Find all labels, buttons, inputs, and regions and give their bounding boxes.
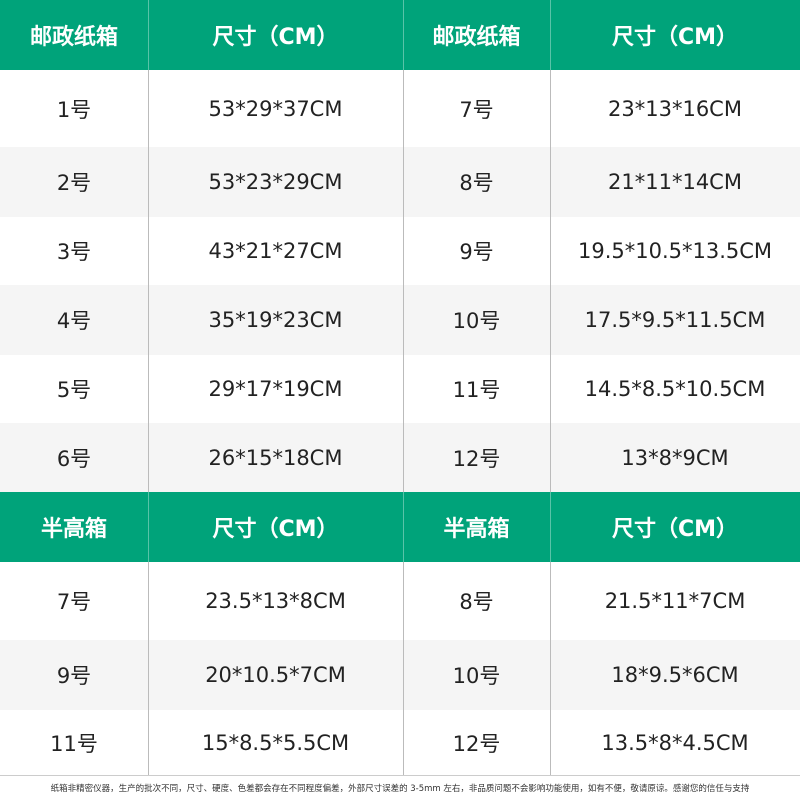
table-cell: 9号 bbox=[459, 240, 494, 264]
table-cell: 13*8*9CM bbox=[621, 445, 729, 470]
column-divider bbox=[403, 562, 404, 775]
column-divider bbox=[148, 562, 149, 775]
table-cell: 3号 bbox=[56, 240, 92, 264]
table-row: 4号 35*19*23CM 10号 17.5*9.5*11.5CM bbox=[0, 285, 800, 355]
table-cell: 23.5*13*8CM bbox=[205, 589, 346, 613]
table-row: 3号 43*21*27CM 9号 19.5*10.5*13.5CM bbox=[0, 217, 800, 285]
table-cell: 17.5*9.5*11.5CM bbox=[584, 308, 766, 332]
column-divider bbox=[148, 70, 149, 492]
table-cell: 1号 bbox=[56, 97, 92, 122]
table-row: 9号 20*10.5*7CM 10号 18*9.5*6CM bbox=[0, 640, 800, 710]
table-cell: 35*19*23CM bbox=[208, 308, 343, 332]
table-cell: 43*21*27CM bbox=[208, 239, 343, 263]
table-cell: 2号 bbox=[56, 171, 92, 195]
table-cell: 邮政纸箱 bbox=[29, 25, 118, 50]
column-divider bbox=[550, 562, 551, 775]
table-cell: 半高箱 bbox=[40, 517, 107, 542]
table-cell: 8号 bbox=[459, 171, 494, 195]
table-cell: 21.5*11*7CM bbox=[604, 589, 746, 613]
table-cell: 18*9.5*6CM bbox=[611, 663, 739, 687]
table-row: 11号 15*8.5*5.5CM 12号 13.5*8*4.5CM bbox=[0, 710, 800, 775]
column-divider bbox=[550, 70, 551, 492]
table-cell: 邮政纸箱 bbox=[432, 25, 521, 50]
table-cell: 5号 bbox=[56, 378, 92, 402]
table-row: 5号 29*17*19CM 11号 14.5*8.5*10.5CM bbox=[0, 355, 800, 423]
header-divider bbox=[550, 0, 551, 70]
header-divider bbox=[550, 492, 551, 562]
table-cell: 尺寸（CM） bbox=[611, 517, 739, 542]
table-cell: 10号 bbox=[452, 309, 501, 333]
table-cell: 19.5*10.5*13.5CM bbox=[577, 239, 773, 263]
table-cell: 15*8.5*5.5CM bbox=[201, 730, 350, 755]
table-cell: 8号 bbox=[459, 590, 494, 614]
table-cell: 12号 bbox=[452, 446, 501, 471]
table-row: 7号 23.5*13*8CM 8号 21.5*11*7CM bbox=[0, 562, 800, 640]
table-header-half-height: 半高箱 尺寸（CM） 半高箱 尺寸（CM） bbox=[0, 492, 800, 562]
header-divider bbox=[148, 0, 149, 70]
table-cell: 4号 bbox=[56, 309, 92, 333]
table-cell: 9号 bbox=[56, 664, 92, 688]
table-cell: 23*13*16CM bbox=[608, 96, 742, 121]
table-cell: 11号 bbox=[452, 378, 501, 402]
table-cell: 53*29*37CM bbox=[208, 96, 343, 121]
table-cell: 13.5*8*4.5CM bbox=[601, 730, 749, 755]
table-cell: 7号 bbox=[56, 590, 92, 614]
header-divider bbox=[403, 492, 404, 562]
table-row: 1号 53*29*37CM 7号 23*13*16CM bbox=[0, 70, 800, 147]
column-divider bbox=[403, 70, 404, 492]
table-cell: 10号 bbox=[452, 664, 501, 688]
table-cell: 26*15*18CM bbox=[208, 445, 343, 470]
table-cell: 14.5*8.5*10.5CM bbox=[584, 377, 766, 401]
table-cell: 21*11*14CM bbox=[608, 170, 742, 194]
disclaimer-footer: 纸箱非精密仪器，生产的批次不同，尺寸、硬度、色差都会存在不同程度偏差，外部尺寸误… bbox=[0, 775, 800, 800]
table-cell: 尺寸（CM） bbox=[212, 25, 339, 50]
table-cell: 6号 bbox=[56, 446, 92, 471]
table-cell: 尺寸（CM） bbox=[611, 25, 739, 50]
table-cell: 11号 bbox=[50, 731, 98, 756]
table-cell: 尺寸（CM） bbox=[212, 517, 339, 542]
table-row: 2号 53*23*29CM 8号 21*11*14CM bbox=[0, 147, 800, 217]
table-cell: 12号 bbox=[452, 731, 501, 756]
table-cell: 53*23*29CM bbox=[208, 170, 343, 194]
table-cell: 20*10.5*7CM bbox=[205, 663, 346, 687]
table-cell: 半高箱 bbox=[443, 517, 510, 542]
header-divider bbox=[403, 0, 404, 70]
table-cell: 29*17*19CM bbox=[208, 377, 343, 401]
table-row: 6号 26*15*18CM 12号 13*8*9CM bbox=[0, 423, 800, 492]
table-cell: 7号 bbox=[459, 97, 494, 122]
header-divider bbox=[148, 492, 149, 562]
table-header-postal: 邮政纸箱 尺寸（CM） 邮政纸箱 尺寸（CM） bbox=[0, 0, 800, 70]
